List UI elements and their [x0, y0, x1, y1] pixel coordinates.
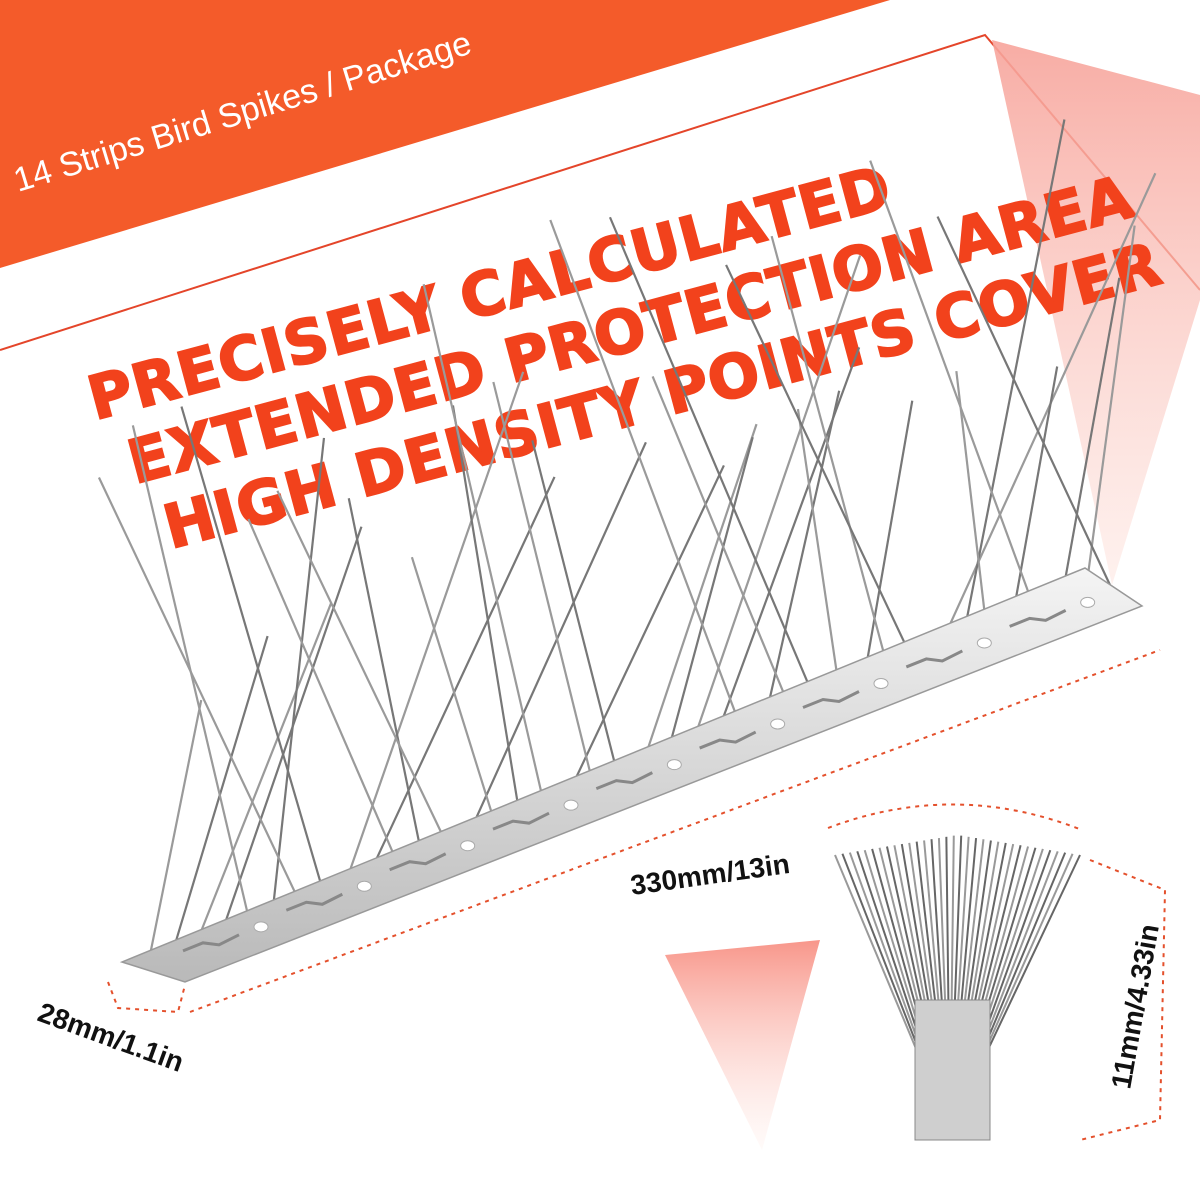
light-cone	[992, 40, 1200, 585]
spike	[180, 406, 324, 889]
hole	[666, 759, 682, 771]
spike	[936, 216, 1111, 586]
bundle-arc	[827, 803, 1083, 831]
spike	[862, 400, 914, 681]
banner-bg	[0, 0, 890, 268]
spike	[665, 436, 754, 757]
spike	[422, 284, 545, 804]
clip	[802, 690, 860, 709]
hole	[873, 678, 889, 689]
clip	[699, 730, 757, 750]
clip	[905, 649, 964, 669]
spike	[97, 477, 299, 899]
spike	[451, 405, 521, 813]
height-label: 11mm/4.33in	[1105, 922, 1164, 1091]
spike	[531, 440, 619, 776]
clip	[182, 933, 240, 953]
spike	[345, 371, 525, 880]
spike	[651, 376, 792, 709]
spikes	[97, 119, 1157, 956]
width-dash	[107, 981, 186, 1014]
spike	[173, 635, 269, 946]
spike	[770, 235, 890, 671]
spike	[271, 437, 326, 908]
spike	[492, 381, 595, 785]
hole	[976, 637, 992, 649]
spike	[955, 370, 989, 633]
spike	[1059, 277, 1121, 605]
clip	[595, 771, 654, 791]
length-dash	[189, 649, 1161, 1013]
spike-strip	[119, 567, 1144, 983]
clip	[492, 811, 550, 831]
strip-details	[182, 596, 1096, 953]
spike	[796, 408, 841, 690]
length-label: 330mm/13in	[629, 848, 792, 901]
light-cone-small	[665, 940, 820, 1150]
spike	[410, 556, 496, 823]
spike	[1010, 366, 1059, 624]
spike	[468, 441, 647, 833]
spike	[725, 264, 915, 662]
hole	[253, 921, 269, 933]
hole	[1080, 596, 1096, 608]
spike	[148, 699, 203, 956]
spike	[567, 464, 725, 795]
spike	[690, 255, 862, 747]
width-label: 28mm/1.1in	[34, 997, 188, 1078]
hole	[356, 880, 372, 892]
height-dash	[1079, 859, 1167, 1141]
spike	[1084, 225, 1136, 595]
spike	[370, 476, 556, 871]
bundle-base	[914, 999, 991, 1141]
clip	[389, 852, 447, 872]
spike	[936, 172, 1157, 652]
spike-bundle	[834, 835, 1081, 1141]
spike	[247, 518, 398, 861]
spike	[608, 216, 816, 700]
spike	[549, 219, 742, 728]
spike	[641, 423, 758, 766]
spike	[347, 498, 422, 851]
spike	[869, 160, 1038, 614]
clip	[1009, 609, 1067, 628]
hole	[563, 799, 579, 811]
clip	[285, 892, 344, 912]
hole	[770, 718, 786, 730]
spike	[276, 490, 447, 842]
hole	[460, 840, 476, 852]
